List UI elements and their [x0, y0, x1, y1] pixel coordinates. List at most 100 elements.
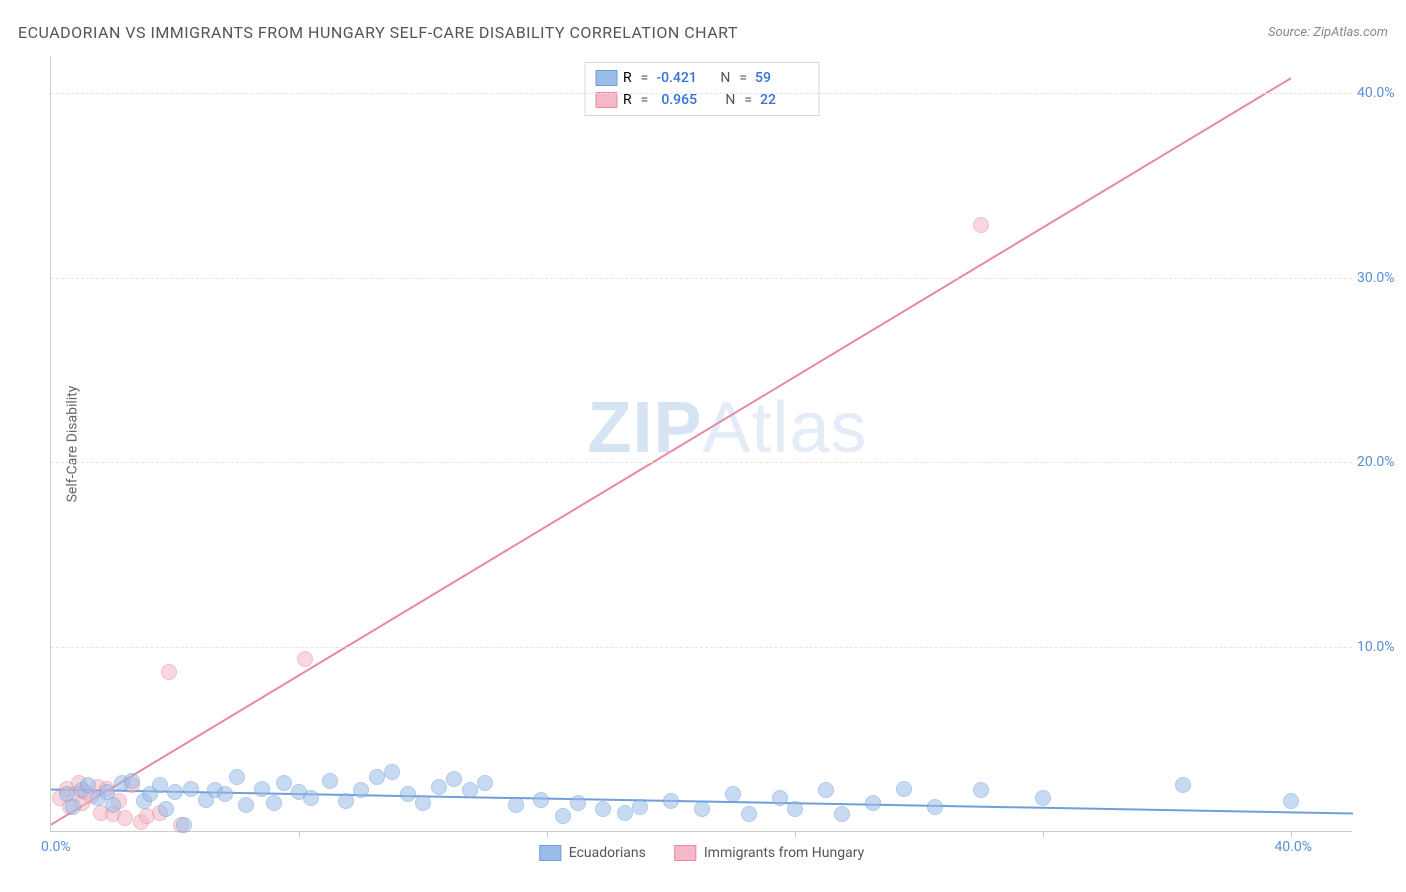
- data-point: [477, 775, 493, 791]
- data-point: [158, 801, 174, 817]
- trend-line: [51, 78, 1291, 824]
- data-point: [65, 799, 81, 815]
- trend-lines: [51, 56, 1353, 832]
- x-tick-start: 0.0%: [41, 839, 71, 855]
- data-point: [322, 773, 338, 789]
- data-point: [570, 795, 586, 811]
- chart-title: ECUADORIAN VS IMMIGRANTS FROM HUNGARY SE…: [18, 23, 738, 42]
- data-point: [105, 797, 121, 813]
- legend-eq4: =: [744, 92, 752, 108]
- gridline: [51, 278, 1352, 279]
- legend-swatch-1: [595, 92, 617, 108]
- data-point: [117, 810, 133, 826]
- legend-eq: =: [641, 70, 649, 86]
- y-tick-label: 10.0%: [1357, 639, 1406, 655]
- data-point: [276, 775, 292, 791]
- plot-region: ZIPAtlas R = -0.421 N = 59 R = 0.965 N =…: [50, 56, 1352, 832]
- legend-r-val-0: -0.421: [656, 70, 704, 86]
- legend-item-0: Ecuadorians: [539, 845, 646, 861]
- legend-item-1: Immigrants from Hungary: [674, 845, 864, 861]
- legend-n-val-0: 59: [755, 70, 803, 86]
- data-point: [431, 779, 447, 795]
- data-point: [183, 781, 199, 797]
- data-point: [617, 805, 633, 821]
- data-point: [725, 786, 741, 802]
- data-point: [176, 817, 192, 833]
- data-point: [741, 806, 757, 822]
- legend-bottom-swatch-1: [674, 845, 696, 861]
- legend-row-0: R = -0.421 N = 59: [595, 67, 808, 89]
- data-point: [834, 806, 850, 822]
- data-point: [446, 771, 462, 787]
- data-point: [297, 651, 313, 667]
- data-point: [124, 773, 140, 789]
- x-minor-tick: [547, 831, 548, 837]
- data-point: [1283, 793, 1299, 809]
- data-point: [338, 793, 354, 809]
- data-point: [238, 797, 254, 813]
- data-point: [161, 664, 177, 680]
- x-minor-tick: [1043, 831, 1044, 837]
- legend-bottom: Ecuadorians Immigrants from Hungary: [539, 845, 864, 861]
- data-point: [152, 777, 168, 793]
- gridline: [51, 93, 1352, 94]
- data-point: [508, 797, 524, 813]
- data-point: [865, 795, 881, 811]
- data-point: [1035, 790, 1051, 806]
- data-point: [229, 769, 245, 785]
- y-tick-label: 30.0%: [1357, 270, 1406, 286]
- data-point: [595, 801, 611, 817]
- data-point: [772, 790, 788, 806]
- data-point: [254, 781, 270, 797]
- x-minor-tick: [299, 831, 300, 837]
- x-tick-end: 40.0%: [1274, 839, 1312, 855]
- legend-r-val-1: 0.965: [661, 92, 709, 108]
- legend-eq3: =: [641, 92, 649, 108]
- data-point: [369, 769, 385, 785]
- data-point: [973, 217, 989, 233]
- legend-bottom-swatch-0: [539, 845, 561, 861]
- data-point: [303, 790, 319, 806]
- data-point: [927, 799, 943, 815]
- legend-r-label: R: [623, 70, 632, 86]
- data-point: [167, 784, 183, 800]
- watermark-rest: Atlas: [702, 388, 867, 468]
- data-point: [787, 801, 803, 817]
- data-point: [462, 782, 478, 798]
- data-point: [694, 801, 710, 817]
- data-point: [973, 782, 989, 798]
- data-point: [896, 781, 912, 797]
- data-point: [217, 786, 233, 802]
- data-point: [384, 764, 400, 780]
- watermark: ZIPAtlas: [587, 387, 867, 469]
- legend-bottom-label-1: Immigrants from Hungary: [704, 845, 864, 861]
- legend-n-label2: N: [725, 92, 735, 108]
- y-tick-label: 20.0%: [1357, 454, 1406, 470]
- source-label: Source: ZipAtlas.com: [1268, 25, 1388, 40]
- data-point: [818, 782, 834, 798]
- legend-n-val-1: 22: [760, 92, 808, 108]
- legend-n-label: N: [720, 70, 730, 86]
- x-minor-tick: [1291, 831, 1292, 837]
- gridline: [51, 462, 1352, 463]
- data-point: [555, 808, 571, 824]
- legend-r-label2: R: [623, 92, 632, 108]
- y-tick-label: 40.0%: [1357, 85, 1406, 101]
- data-point: [533, 792, 549, 808]
- legend-swatch-0: [595, 70, 617, 86]
- data-point: [266, 795, 282, 811]
- data-point: [632, 799, 648, 815]
- data-point: [353, 782, 369, 798]
- gridline: [51, 647, 1352, 648]
- data-point: [415, 795, 431, 811]
- data-point: [400, 786, 416, 802]
- legend-stats: R = -0.421 N = 59 R = 0.965 N = 22: [584, 62, 819, 116]
- watermark-bold: ZIP: [587, 388, 702, 468]
- data-point: [663, 793, 679, 809]
- header: ECUADORIAN VS IMMIGRANTS FROM HUNGARY SE…: [18, 18, 1388, 46]
- x-minor-tick: [795, 831, 796, 837]
- legend-eq2: =: [739, 70, 747, 86]
- chart-area: Self-Care Disability ZIPAtlas R = -0.421…: [50, 56, 1352, 832]
- data-point: [1175, 777, 1191, 793]
- legend-bottom-label-0: Ecuadorians: [569, 845, 646, 861]
